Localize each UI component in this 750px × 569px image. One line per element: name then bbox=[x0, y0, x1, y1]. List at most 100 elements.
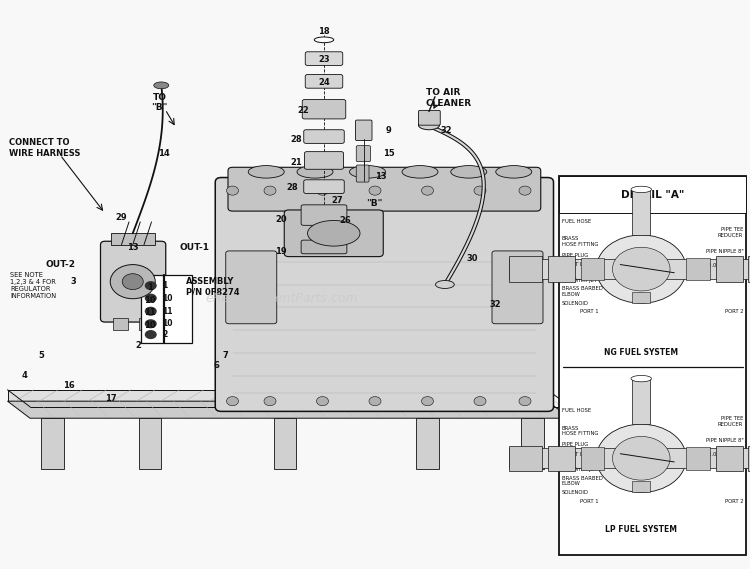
Circle shape bbox=[369, 397, 381, 406]
Text: BRASS
HOSE FITTING: BRASS HOSE FITTING bbox=[562, 236, 598, 247]
Ellipse shape bbox=[631, 186, 652, 193]
Text: 26: 26 bbox=[339, 216, 351, 225]
Text: 19: 19 bbox=[275, 247, 287, 256]
Text: 0.030mm JET: 0.030mm JET bbox=[562, 467, 597, 472]
Text: 9: 9 bbox=[386, 126, 392, 135]
FancyBboxPatch shape bbox=[301, 205, 346, 225]
Text: PIPE NIPPLE 8": PIPE NIPPLE 8" bbox=[706, 249, 743, 254]
FancyBboxPatch shape bbox=[228, 167, 541, 211]
FancyBboxPatch shape bbox=[305, 52, 343, 65]
Bar bbox=[141, 275, 192, 343]
Text: 17: 17 bbox=[105, 394, 117, 403]
Circle shape bbox=[145, 307, 157, 316]
Text: 10: 10 bbox=[162, 294, 172, 303]
Bar bbox=[581, 258, 604, 281]
Ellipse shape bbox=[308, 221, 360, 246]
Text: 10: 10 bbox=[144, 321, 156, 330]
Circle shape bbox=[422, 397, 434, 406]
Text: 11: 11 bbox=[144, 308, 156, 318]
Text: DETAIL "A": DETAIL "A" bbox=[621, 190, 684, 200]
FancyBboxPatch shape bbox=[356, 146, 370, 162]
Text: PORT 1: PORT 1 bbox=[580, 498, 598, 504]
FancyBboxPatch shape bbox=[419, 110, 440, 125]
Text: 13: 13 bbox=[127, 243, 139, 252]
Circle shape bbox=[519, 186, 531, 195]
FancyBboxPatch shape bbox=[304, 151, 344, 170]
Circle shape bbox=[264, 397, 276, 406]
Circle shape bbox=[110, 265, 155, 299]
Bar bbox=[686, 447, 710, 469]
Bar bbox=[632, 292, 650, 303]
Polygon shape bbox=[8, 401, 570, 418]
Text: PIPE TEE
REDUCER: PIPE TEE REDUCER bbox=[718, 417, 743, 427]
Text: 15: 15 bbox=[382, 149, 394, 158]
Circle shape bbox=[145, 294, 157, 303]
Ellipse shape bbox=[436, 281, 454, 288]
Text: TO AIR
CLEANER: TO AIR CLEANER bbox=[426, 88, 472, 108]
Circle shape bbox=[474, 397, 486, 406]
Bar bbox=[111, 233, 154, 245]
Text: 18: 18 bbox=[318, 27, 330, 36]
Text: 32: 32 bbox=[489, 300, 501, 309]
Ellipse shape bbox=[402, 166, 438, 178]
Bar bbox=[521, 418, 544, 469]
Text: 2: 2 bbox=[136, 341, 142, 351]
Circle shape bbox=[613, 248, 670, 291]
Ellipse shape bbox=[297, 166, 333, 178]
Bar bbox=[632, 189, 650, 235]
Text: 20: 20 bbox=[275, 215, 287, 224]
Text: "B": "B" bbox=[366, 199, 382, 208]
FancyBboxPatch shape bbox=[301, 240, 346, 254]
Circle shape bbox=[613, 436, 670, 480]
FancyBboxPatch shape bbox=[356, 165, 369, 182]
Text: 10: 10 bbox=[144, 296, 156, 305]
FancyBboxPatch shape bbox=[215, 178, 554, 411]
Bar bbox=[581, 447, 604, 469]
Ellipse shape bbox=[350, 166, 386, 178]
Ellipse shape bbox=[451, 166, 487, 178]
Text: 28: 28 bbox=[286, 183, 298, 192]
Bar bbox=[632, 378, 650, 424]
Bar bbox=[416, 418, 439, 469]
Text: 28: 28 bbox=[290, 135, 302, 144]
Text: 1: 1 bbox=[162, 281, 167, 290]
Text: START LINE
HOSE: START LINE HOSE bbox=[562, 452, 591, 463]
FancyBboxPatch shape bbox=[492, 251, 543, 324]
Ellipse shape bbox=[419, 121, 440, 130]
Text: 7: 7 bbox=[222, 351, 228, 360]
Text: 29: 29 bbox=[116, 213, 128, 222]
Circle shape bbox=[226, 186, 238, 195]
Text: 21: 21 bbox=[290, 158, 302, 167]
Text: LP FUEL SYSTEM: LP FUEL SYSTEM bbox=[605, 525, 677, 534]
Ellipse shape bbox=[154, 82, 169, 89]
Text: NG FUEL SYSTEM: NG FUEL SYSTEM bbox=[604, 348, 678, 357]
Circle shape bbox=[316, 186, 328, 195]
FancyBboxPatch shape bbox=[284, 210, 383, 257]
Bar bbox=[559, 176, 746, 213]
Bar bbox=[548, 446, 575, 471]
Circle shape bbox=[422, 186, 434, 195]
Bar bbox=[686, 258, 710, 281]
Ellipse shape bbox=[248, 166, 284, 178]
Circle shape bbox=[596, 424, 686, 492]
Bar bbox=[509, 448, 750, 468]
Text: PORT 2: PORT 2 bbox=[724, 310, 743, 315]
Text: 27: 27 bbox=[332, 196, 344, 205]
Bar bbox=[548, 257, 575, 282]
Bar bbox=[274, 418, 296, 469]
Text: 6: 6 bbox=[213, 361, 219, 370]
Text: SOLENOID: SOLENOID bbox=[562, 490, 589, 495]
FancyBboxPatch shape bbox=[356, 120, 372, 141]
Text: START LINE
HOSE: START LINE HOSE bbox=[562, 262, 591, 273]
Text: 14: 14 bbox=[158, 149, 170, 158]
Text: 32: 32 bbox=[440, 126, 452, 135]
Text: 3: 3 bbox=[70, 277, 76, 286]
Text: SEE NOTE
1,2,3 & 4 FOR
REGULATOR
INFORMATION: SEE NOTE 1,2,3 & 4 FOR REGULATOR INFORMA… bbox=[10, 272, 57, 299]
Text: FUEL HOSE: FUEL HOSE bbox=[562, 219, 591, 224]
Text: BRASS BARBED
ELBOW: BRASS BARBED ELBOW bbox=[562, 476, 602, 486]
Text: BRASS BARBED
ELBOW: BRASS BARBED ELBOW bbox=[562, 286, 602, 297]
Circle shape bbox=[316, 397, 328, 406]
Bar bbox=[112, 318, 128, 330]
Bar bbox=[716, 257, 743, 282]
Text: 5: 5 bbox=[38, 351, 44, 360]
